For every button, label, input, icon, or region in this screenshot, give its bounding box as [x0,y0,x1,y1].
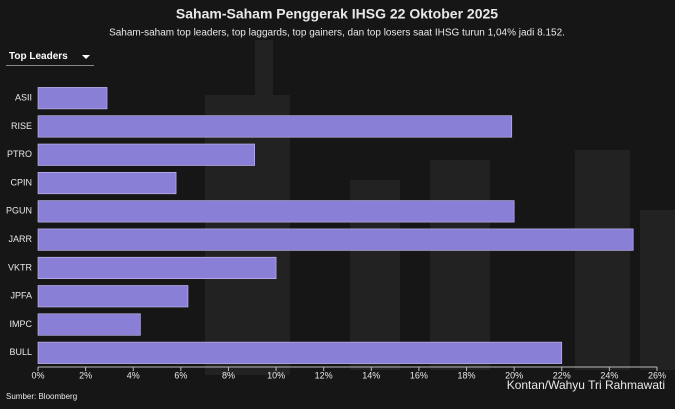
y-tick-label: PTRO [7,149,32,159]
y-tick-label: CPIN [10,177,32,187]
skyline [205,40,675,375]
x-tick-label: 24% [600,370,618,380]
bar [37,143,255,166]
bar [37,171,177,195]
y-tick-label: IMPC [10,319,33,329]
bar [37,341,563,364]
y-tick-label: VKTR [8,262,33,272]
x-tick-label: 26% [648,370,666,380]
x-tick-label: 14% [362,370,380,380]
x-tick-label: 22% [553,370,571,380]
x-tick-label: 8% [222,370,235,380]
source: Sumber: Bloomberg [6,392,77,401]
chart-title: Saham-Saham Penggerak IHSG 22 Oktober 20… [176,6,498,22]
x-tick-label: 6% [174,370,187,380]
chart-subtitle: Saham-saham top leaders, top laggards, t… [109,28,565,39]
x-tick-label: 20% [505,370,523,380]
y-tick-label: BULL [9,347,32,357]
x-tick-label: 18% [458,370,476,380]
x-tick-label: 2% [79,370,92,380]
bar [37,200,515,223]
bar [37,87,108,110]
y-tick-label: JPFA [10,291,32,301]
bar [37,285,189,308]
x-tick-label: 12% [315,370,333,380]
y-tick-label: RISE [11,121,32,131]
credit: Kontan/Wahyu Tri Rahmawati [507,378,665,392]
y-tick-label: JARR [8,234,32,244]
x-tick-label: 16% [410,370,428,380]
y-tick-label: PGUN [6,206,32,216]
x-tick-label: 0% [31,370,44,380]
x-tick-label: 10% [267,370,285,380]
y-tick-label: ASII [15,93,32,103]
dropdown[interactable]: Top Leaders [6,48,94,66]
bar [37,115,513,138]
bar [37,313,141,336]
bar [37,256,277,280]
x-tick-label: 4% [127,370,140,380]
bar [37,228,634,251]
